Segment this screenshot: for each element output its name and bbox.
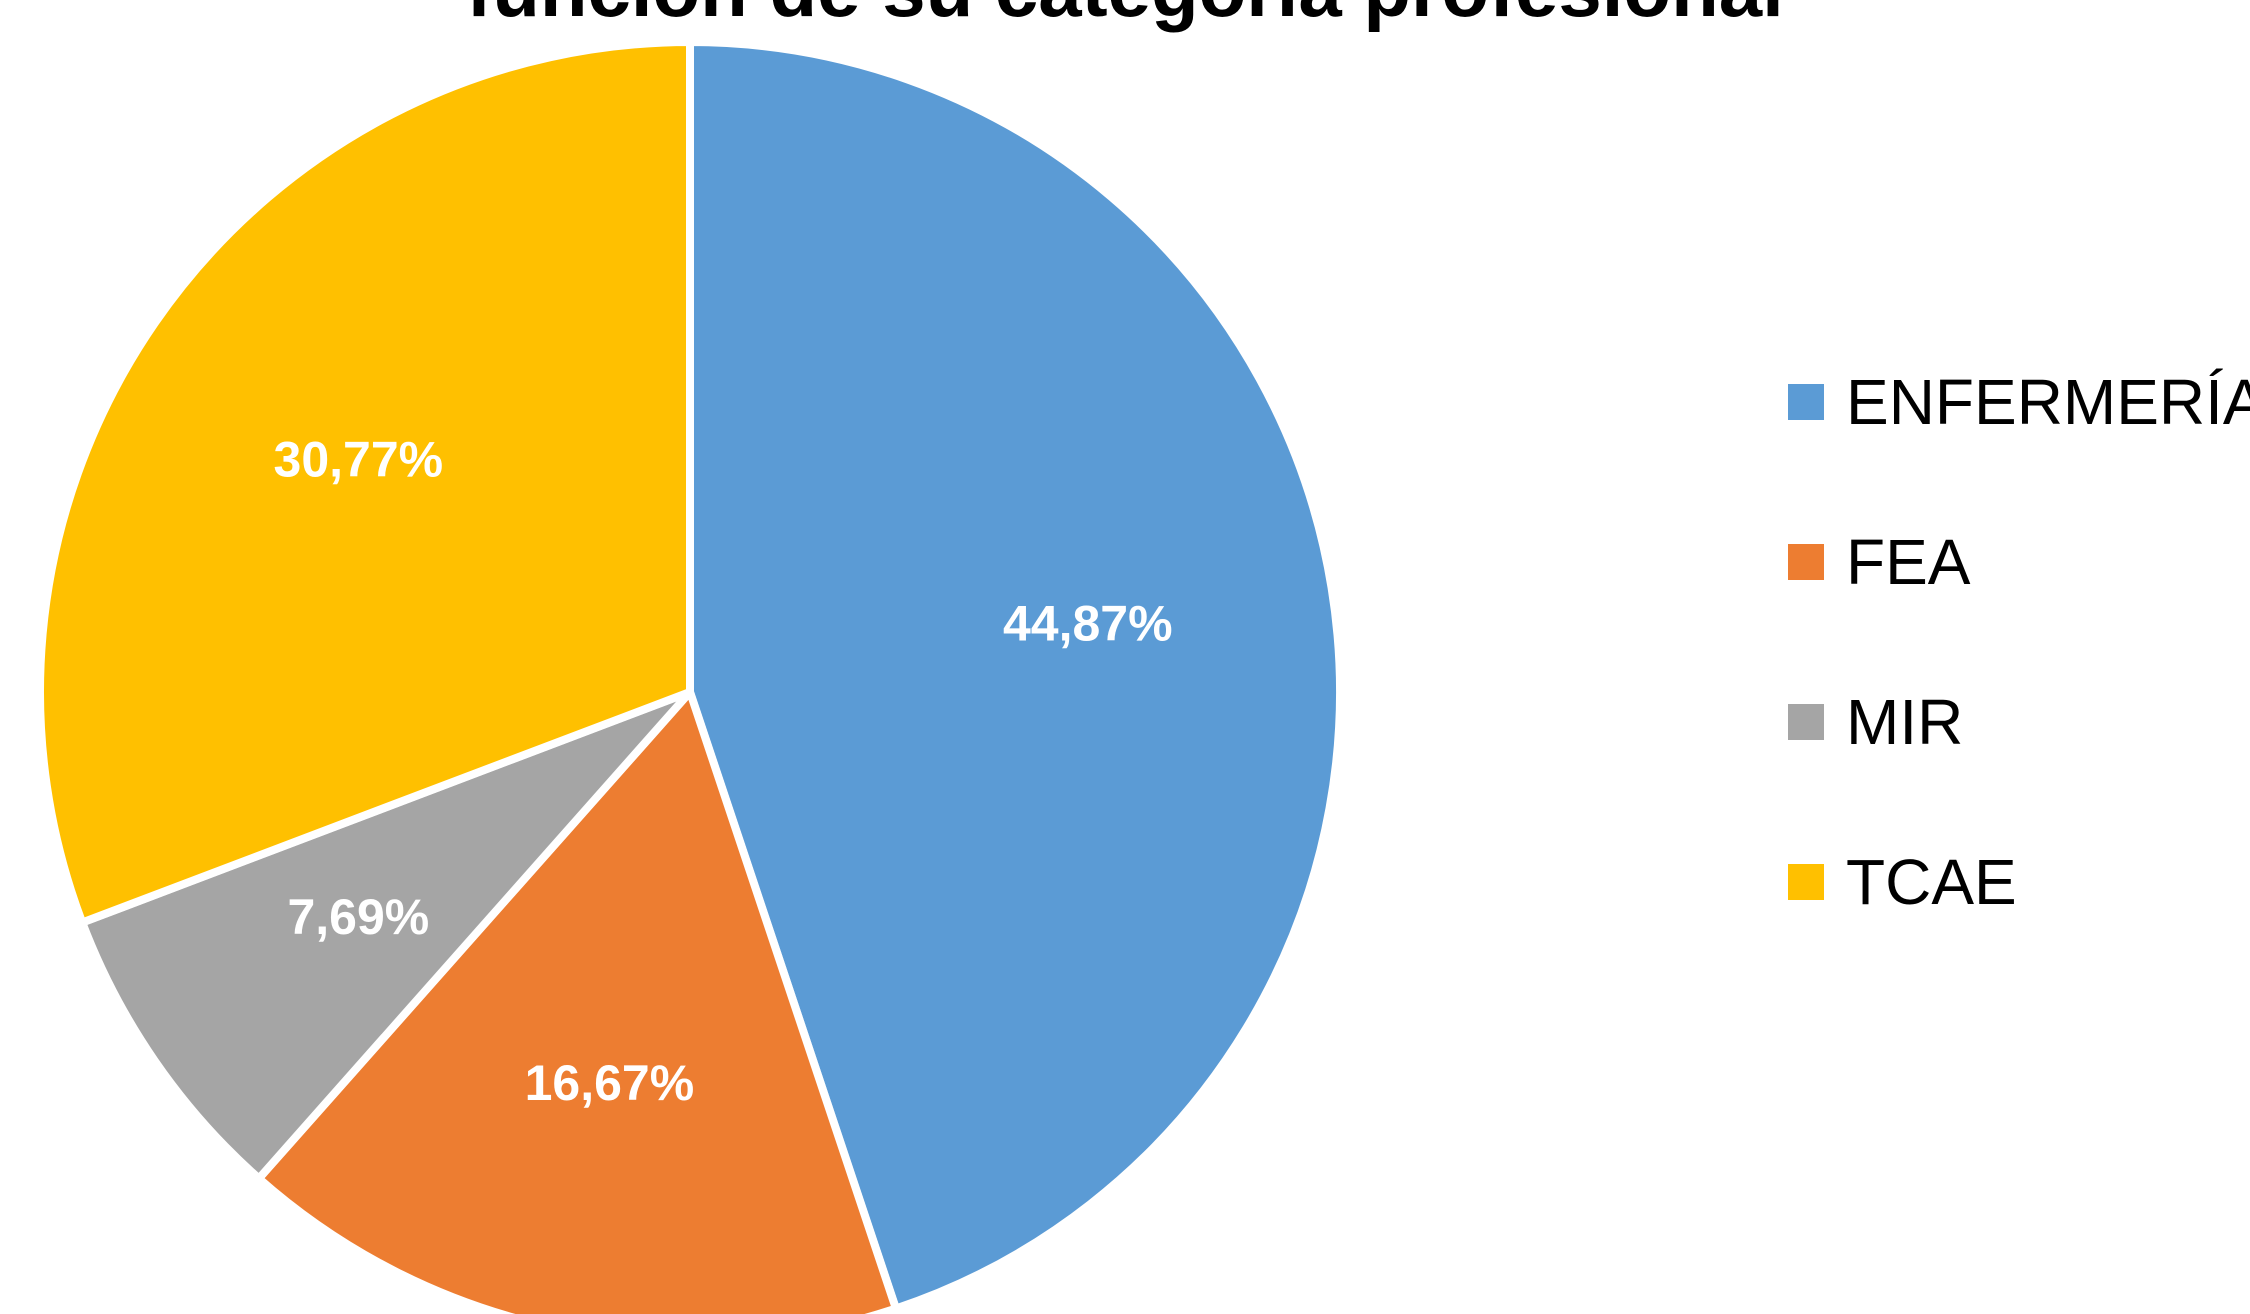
pie-chart: 44,87% 16,67% 7,69% 30,77% (36, 38, 1344, 1314)
pie-slices (36, 38, 1344, 1314)
data-label-1: 16,67% (525, 1055, 695, 1111)
legend-label: FEA (1846, 526, 1971, 598)
chart-title: función de su categoría profesional (0, 0, 2250, 28)
legend-item: TCAE (1788, 802, 2250, 962)
legend-swatch (1788, 544, 1824, 580)
pie-slice-mir (78, 688, 694, 1183)
pie-data-labels: 44,87% 16,67% 7,69% 30,77% (274, 431, 1173, 1111)
pie-slice-enfermeria (686, 38, 1344, 1313)
legend-item: ENFERMERÍA (1788, 322, 2250, 482)
legend-swatch (1788, 864, 1824, 900)
data-label-3: 30,77% (274, 431, 444, 487)
pie-slice-fea (254, 688, 900, 1314)
legend-label: MIR (1846, 686, 1964, 758)
chart-legend: ENFERMERÍA FEA MIR TCAE (1788, 322, 2250, 962)
legend-swatch (1788, 384, 1824, 420)
data-label-2: 7,69% (287, 889, 429, 945)
legend-label: TCAE (1846, 846, 2017, 918)
legend-label: ENFERMERÍA (1846, 366, 2250, 438)
legend-item: MIR (1788, 642, 2250, 802)
pie-slice-tcae (36, 38, 694, 927)
legend-swatch (1788, 704, 1824, 740)
data-label-0: 44,87% (1003, 596, 1173, 652)
legend-item: FEA (1788, 482, 2250, 642)
